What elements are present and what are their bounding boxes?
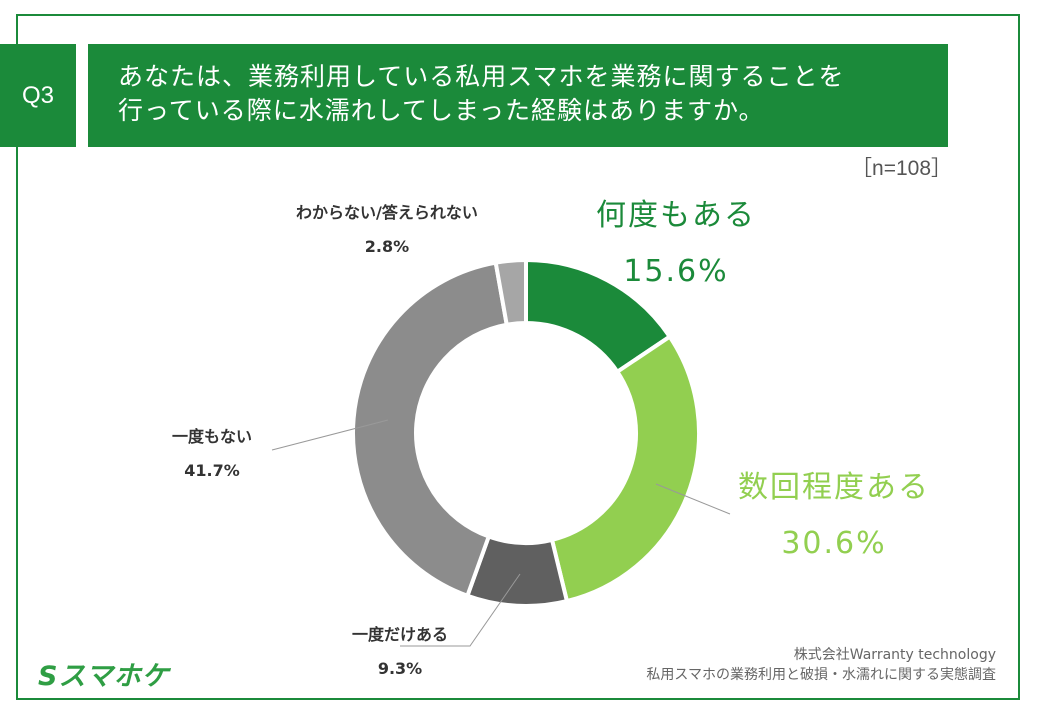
slice-label-once: 一度だけある 9.3% (352, 618, 448, 686)
slice-label-unknown-name: わからない/答えられない (296, 203, 478, 222)
slice-label-never-value: 41.7% (184, 461, 240, 480)
slice-label-unknown: わからない/答えられない 2.8% (296, 196, 478, 264)
leader-line-never (271, 419, 389, 451)
slice-label-many-times: 何度もある 15.6% (596, 188, 756, 300)
brand-logo: Sスマホケ (38, 661, 170, 692)
source-company: 株式会社Warranty technology (793, 647, 996, 663)
slice-label-many-times-name: 何度もある (596, 198, 756, 233)
leader-line-several-times (655, 483, 731, 515)
question-title: あなたは、業務利用している私用スマホを業務に関することを 行っている際に水濡れし… (88, 44, 948, 147)
slice-label-several-times-value: 30.6% (781, 526, 887, 561)
slice-label-unknown-value: 2.8% (364, 237, 410, 256)
slide-frame (16, 14, 1020, 700)
slice-label-several-times-name: 数回程度ある (738, 470, 930, 505)
slice-label-once-name: 一度だけある (352, 625, 449, 644)
slice-label-once-value: 9.3% (377, 659, 423, 678)
slice-label-never: 一度もない 41.7% (172, 420, 252, 488)
question-number: Q3 (0, 44, 76, 147)
slice-unknown (493, 257, 528, 328)
slice-label-many-times-value: 15.6% (623, 254, 729, 289)
slice-label-several-times: 数回程度ある 30.6% (738, 460, 930, 572)
source-survey: 私用スマホの業務利用と破損・水濡れに関する実態調査 (646, 667, 996, 683)
slice-several-times (549, 333, 701, 604)
sample-size-label: ［n=108］ (851, 157, 952, 180)
question-title-line-2: 行っている際に水濡れしてしまった経験はありますか。 (118, 96, 765, 125)
slice-label-never-name: 一度もない (172, 427, 253, 446)
slice-never (351, 260, 510, 599)
source-note: 株式会社Warranty technology 私用スマホの業務利用と破損・水濡… (646, 645, 996, 685)
question-title-line-1: あなたは、業務利用している私用スマホを業務に関することを (118, 62, 845, 91)
leader-line-once (400, 573, 521, 647)
